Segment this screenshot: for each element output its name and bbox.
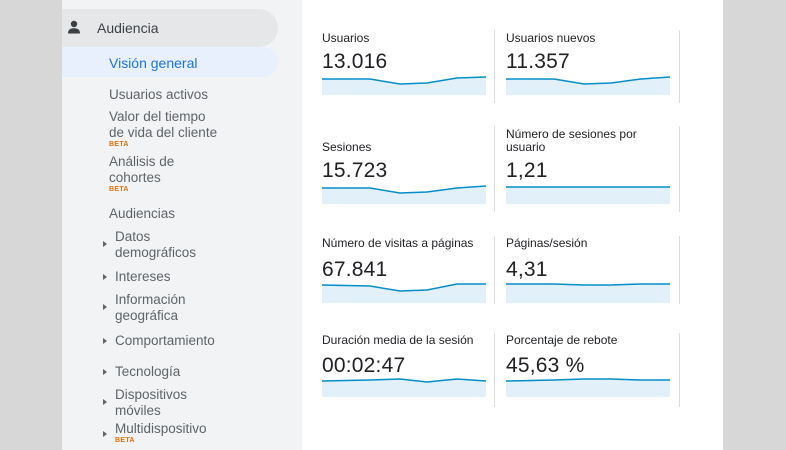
- sidebar-item-datos-demograficos[interactable]: Datos demográficos: [103, 229, 196, 261]
- metric-label: Número de visitas a páginas: [322, 236, 474, 250]
- beta-badge: BETA: [109, 186, 129, 193]
- sidebar-item-valor-tiempo-vida[interactable]: Valor del tiempo de vida del cliente BET…: [109, 109, 217, 149]
- metric-card-duracion-media[interactable]: Duración media de la sesión 00:02:47: [322, 333, 492, 405]
- caret-right-icon: [103, 274, 107, 280]
- sparkline-chart: [506, 378, 670, 397]
- sidebar-item-tecnologia[interactable]: Tecnología: [103, 364, 180, 380]
- sidebar-item-label: Dispositivos: [115, 387, 188, 402]
- sidebar-item-dispositivos-moviles[interactable]: Dispositivos móviles: [103, 387, 187, 419]
- sidebar-item-analisis-cohortes[interactable]: Análisis de cohortes BETA: [109, 154, 174, 194]
- sidebar-item-label: cohortes: [109, 170, 161, 185]
- sidebar-item-audiencias[interactable]: Audiencias: [109, 206, 175, 222]
- sidebar-item-label: Tecnología: [115, 364, 181, 379]
- sparkline-chart: [506, 76, 670, 95]
- metric-value: 67.841: [322, 258, 388, 281]
- person-icon: [68, 20, 80, 34]
- card-divider: [494, 126, 495, 212]
- sidebar-item-label: Comportamiento: [115, 333, 215, 348]
- metric-label: Páginas/sesión: [506, 236, 588, 250]
- caret-right-icon: [103, 304, 107, 310]
- metric-value: 4,31: [506, 258, 548, 281]
- sidebar-item-label: Datos: [115, 229, 151, 244]
- metric-value: 00:02:47: [322, 354, 406, 377]
- caret-right-icon: [103, 241, 107, 247]
- metric-label: Usuarios nuevos: [506, 31, 596, 45]
- sparkline-chart: [322, 76, 486, 95]
- card-divider: [679, 126, 680, 212]
- metric-card-usuarios-nuevos[interactable]: Usuarios nuevos 11.357: [506, 30, 676, 106]
- card-divider: [679, 30, 680, 103]
- metric-card-sesiones-por-usuario[interactable]: Número de sesiones por usuario 1,21: [506, 126, 676, 214]
- sidebar-item-informacion-geografica[interactable]: Información geográfica: [103, 292, 186, 324]
- metric-card-porcentaje-rebote[interactable]: Porcentaje de rebote 45,63 %: [506, 333, 676, 405]
- sidebar-item-label: Multidispositivo: [115, 421, 207, 436]
- caret-right-icon: [103, 431, 107, 437]
- sparkline-chart: [322, 378, 486, 397]
- sparkline-chart: [322, 283, 486, 303]
- sidebar-item-label: Audiencias: [109, 206, 176, 221]
- metric-card-sesiones[interactable]: Sesiones 15.723: [322, 126, 492, 214]
- metric-value: 15.723: [322, 159, 388, 182]
- sidebar-item-label: Análisis de: [109, 154, 175, 169]
- metric-value: 45,63 %: [506, 354, 585, 377]
- sidebar-item-multidispositivo[interactable]: Multidispositivo BETA: [103, 421, 207, 445]
- sidebar-item-label: de vida del cliente: [109, 125, 218, 140]
- sidebar-item-label: móviles: [115, 403, 161, 418]
- beta-badge: BETA: [115, 437, 135, 444]
- metric-value: 11.357: [506, 50, 570, 73]
- sidebar-item-label: Usuarios activos: [109, 87, 209, 102]
- beta-badge: BETA: [109, 141, 129, 148]
- sidebar: Audiencia Visión general Usuarios activo…: [62, 0, 302, 450]
- caret-right-icon: [103, 338, 107, 344]
- sidebar-item-label: Valor del tiempo: [109, 109, 206, 124]
- metric-value: 13.016: [322, 50, 388, 73]
- sparkline-chart: [322, 185, 486, 204]
- card-divider: [679, 333, 680, 407]
- sparkline-chart: [506, 186, 670, 204]
- sidebar-item-comportamiento[interactable]: Comportamiento: [103, 333, 215, 349]
- sidebar-item-label: demográficos: [115, 245, 197, 260]
- sidebar-item-label: Información: [115, 292, 186, 307]
- metric-label: Número de sesiones por usuario: [506, 127, 637, 154]
- metric-card-usuarios[interactable]: Usuarios 13.016: [322, 30, 492, 106]
- card-divider: [679, 236, 680, 304]
- sparkline-chart: [506, 283, 670, 303]
- sidebar-item-label: Intereses: [115, 269, 171, 284]
- metric-label: Porcentaje de rebote: [506, 333, 618, 347]
- metric-label: Sesiones: [322, 140, 372, 154]
- sidebar-item-label: geográfica: [115, 308, 179, 323]
- sidebar-item-intereses[interactable]: Intereses: [103, 269, 171, 285]
- metric-card-visitas-paginas[interactable]: Número de visitas a páginas 67.841: [322, 236, 492, 306]
- card-divider: [494, 333, 495, 407]
- sidebar-item-vision-general[interactable]: Visión general: [62, 47, 278, 77]
- app-frame: Audiencia Visión general Usuarios activo…: [62, 0, 723, 450]
- sidebar-item-usuarios-activos[interactable]: Usuarios activos: [109, 87, 208, 103]
- card-divider: [494, 236, 495, 304]
- caret-right-icon: [103, 369, 107, 375]
- sidebar-section-audiencia[interactable]: Audiencia: [62, 9, 278, 47]
- sidebar-item-label: Visión general: [109, 55, 198, 71]
- metric-label: Usuarios: [322, 31, 370, 45]
- metric-value: 1,21: [506, 159, 548, 182]
- caret-right-icon: [103, 399, 107, 405]
- card-divider: [494, 30, 495, 103]
- sidebar-section-label: Audiencia: [97, 20, 159, 36]
- metric-card-paginas-sesion[interactable]: Páginas/sesión 4,31: [506, 236, 676, 306]
- metric-label: Duración media de la sesión: [322, 333, 474, 347]
